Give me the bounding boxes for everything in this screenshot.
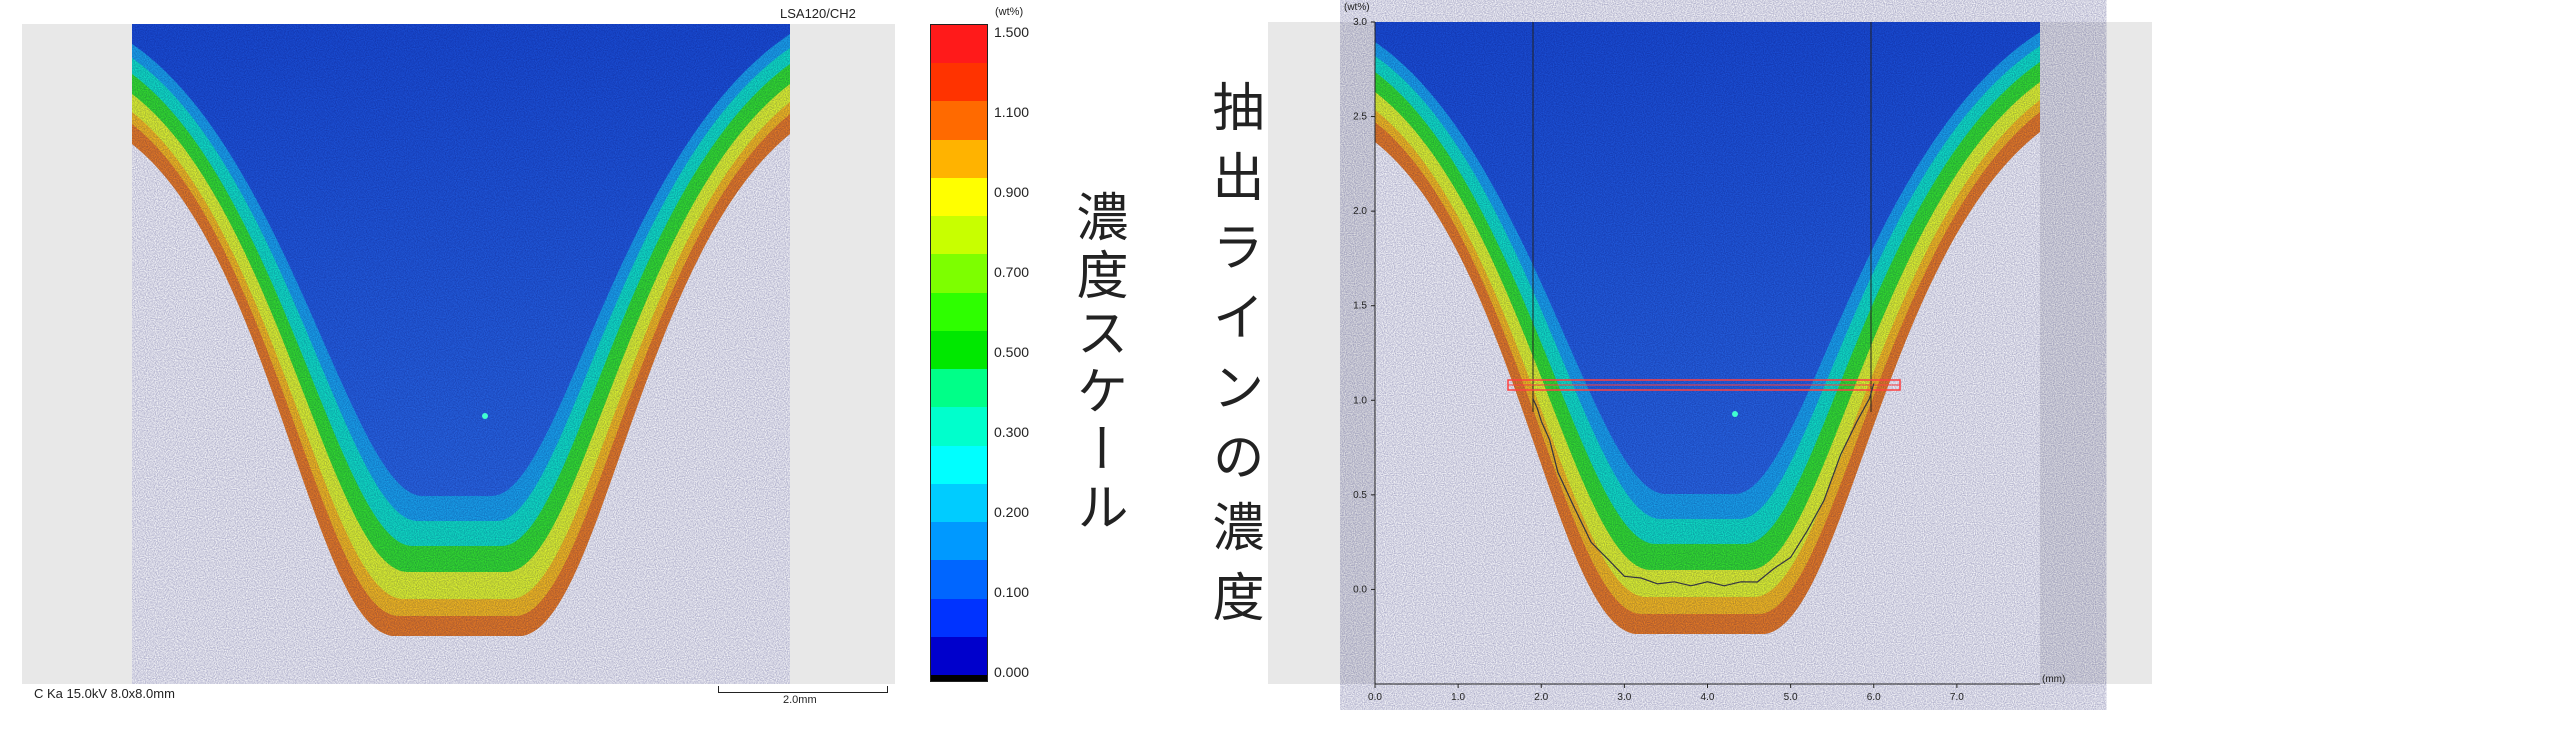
y-tick-label: 0.5 [1353, 490, 1367, 501]
colorbar-tick-label: 1.100 [994, 104, 1030, 120]
colorbar-tick-label: 0.700 [994, 264, 1030, 280]
colorbar-tick-label: 0.500 [994, 344, 1030, 360]
left-concentration-map [22, 24, 895, 684]
colorbar-swatch [931, 254, 987, 293]
colorbar-tick-label: 0.100 [994, 584, 1030, 600]
y-tick-label: 1.5 [1353, 301, 1367, 312]
x-tick-label: 6.0 [1867, 692, 1881, 703]
x-tick-label: 4.0 [1701, 692, 1715, 703]
concentration-scale-caption: 濃度スケール [1067, 190, 1127, 538]
colorbar-tick-label: 0.200 [994, 504, 1030, 520]
colorbar-swatch [931, 177, 987, 217]
colorbar-swatch [931, 674, 987, 681]
x-tick-label: 1.0 [1451, 692, 1465, 703]
colorbar-swatch [931, 63, 987, 102]
profile-line [1532, 383, 1875, 587]
colorbar-swatch [931, 25, 987, 64]
colorbar-swatch [931, 292, 987, 331]
colorbar-swatch [931, 560, 987, 599]
extraction-line-caption: 抽出ラインの濃度 [1203, 80, 1263, 640]
y-tick-label: 1.0 [1353, 395, 1367, 406]
map-title: LSA120/CH2 [780, 6, 856, 21]
y-tick-label: 2.5 [1353, 112, 1367, 123]
colorbar-tick-label: 1.500 [994, 24, 1030, 40]
x-tick-label: 7.0 [1950, 692, 1964, 703]
colorbar-swatch [931, 216, 987, 255]
y-axis-unit: (wt%) [1344, 2, 1370, 13]
colorbar-tick-label: 0.000 [994, 664, 1030, 680]
acquisition-condition: C Ka 15.0kV 8.0x8.0mm [34, 686, 175, 701]
colorbar-swatch [931, 522, 987, 561]
x-tick-label: 0.0 [1368, 692, 1382, 703]
x-axis-unit: (mm) [2042, 674, 2065, 685]
left-map-panel [22, 24, 895, 684]
x-tick-label: 3.0 [1617, 692, 1631, 703]
colorbar-swatch [931, 445, 987, 484]
right-profile-plot: 3.0 2.5 2.0 1.5 1.0 0.5 0.0 0.0 1.0 2.0 3.0 4.0 5.0… [1344, 2, 2065, 703]
y-tick-label: 2.0 [1353, 206, 1367, 217]
colorbar-swatch [931, 598, 987, 637]
y-tick-label: 0.0 [1353, 584, 1367, 595]
colorbar-tick-label: 0.900 [994, 184, 1030, 200]
colorbar-ticks: 1.500 1.100 0.900 0.700 0.500 0.300 0.200 0.100… [994, 24, 1074, 680]
colorbar [930, 24, 988, 682]
colorbar-swatch [931, 483, 987, 523]
colorbar-swatch [931, 139, 987, 178]
colorbar-swatch [931, 330, 987, 370]
left-map-spot [482, 413, 488, 419]
x-tick-label: 5.0 [1784, 692, 1798, 703]
scale-bar-label: 2.0mm [783, 694, 817, 706]
colorbar-swatch [931, 407, 987, 446]
colorbar-unit: (wt%) [995, 6, 1024, 18]
y-tick-label: 3.0 [1353, 17, 1367, 28]
colorbar-tick-label: 0.300 [994, 424, 1030, 440]
colorbar-swatch [931, 636, 987, 675]
x-tick-label: 2.0 [1534, 692, 1548, 703]
scale-bar [718, 686, 888, 693]
colorbar-swatch [931, 101, 987, 140]
colorbar-swatch [931, 369, 987, 408]
